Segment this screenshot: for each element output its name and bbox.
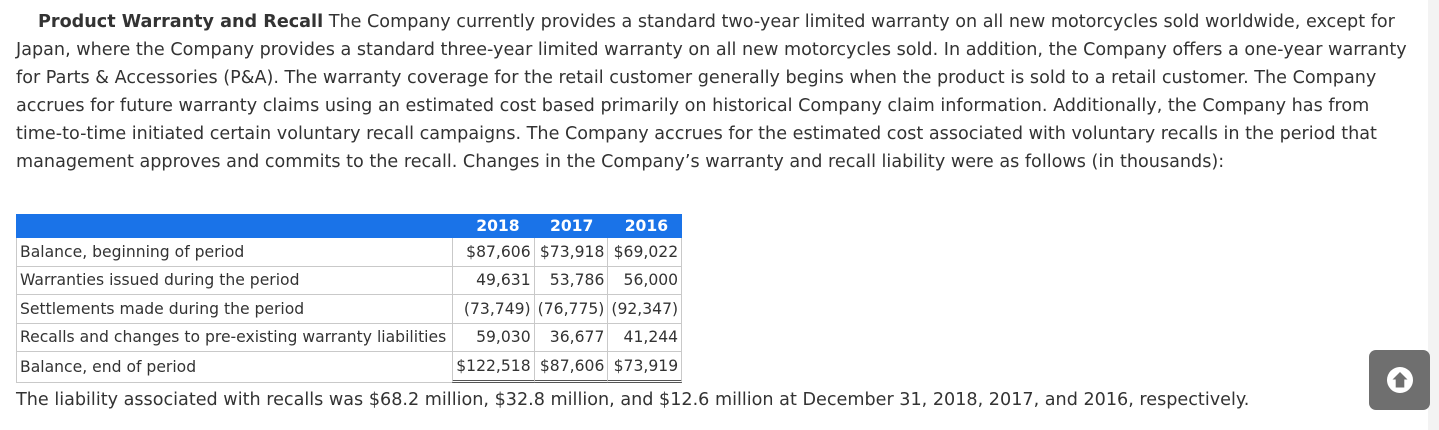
cell-value: $69,022 [607, 238, 683, 267]
cell-value: (92,347) [607, 295, 683, 324]
cell-value: 53,786 [533, 266, 608, 295]
recall-liability-note: The liability associated with recalls wa… [16, 390, 1250, 410]
cell-value: (73,749) [452, 295, 534, 324]
cell-value: $87,606 [533, 352, 608, 383]
table-row: Recalls and changes to pre-existing warr… [16, 323, 683, 352]
cell-value: 41,244 [607, 323, 683, 352]
table-row: Balance, beginning of period $87,606 $73… [16, 238, 683, 267]
row-label: Warranties issued during the period [16, 266, 453, 295]
cell-value: 49,631 [452, 266, 534, 295]
header-2017: 2017 [533, 214, 608, 238]
row-label: Balance, end of period [16, 352, 453, 383]
cell-value: 56,000 [607, 266, 683, 295]
header-blank-cell [16, 214, 453, 238]
table-row: Warranties issued during the period 49,6… [16, 266, 683, 295]
row-label: Recalls and changes to pre-existing warr… [16, 323, 453, 352]
cell-value: $73,919 [607, 352, 683, 383]
header-2016: 2016 [607, 214, 683, 238]
table-header-row: 2018 2017 2016 [16, 214, 683, 238]
cell-value: $87,606 [452, 238, 534, 267]
cell-value: 36,677 [533, 323, 608, 352]
paragraph-body: The Company currently provides a standar… [16, 12, 1407, 172]
article-content: Product Warranty and Recall The Company … [16, 8, 1411, 176]
scroll-to-top-button[interactable] [1369, 350, 1430, 410]
header-2018: 2018 [452, 214, 534, 238]
row-label: Balance, beginning of period [16, 238, 453, 267]
page-edge [1428, 0, 1439, 430]
row-label: Settlements made during the period [16, 295, 453, 324]
table-row: Settlements made during the period (73,7… [16, 295, 683, 324]
cell-value: 59,030 [452, 323, 534, 352]
cell-value: (76,775) [533, 295, 608, 324]
warranty-paragraph: Product Warranty and Recall The Company … [16, 8, 1411, 176]
cell-value: $122,518 [452, 352, 534, 383]
table-row: Balance, end of period $122,518 $87,606 … [16, 352, 683, 383]
paragraph-heading: Product Warranty and Recall [38, 12, 324, 32]
cell-value: $73,918 [533, 238, 608, 267]
warranty-liability-table: 2018 2017 2016 Balance, beginning of per… [16, 214, 683, 383]
arrow-up-circle-icon [1386, 367, 1413, 393]
